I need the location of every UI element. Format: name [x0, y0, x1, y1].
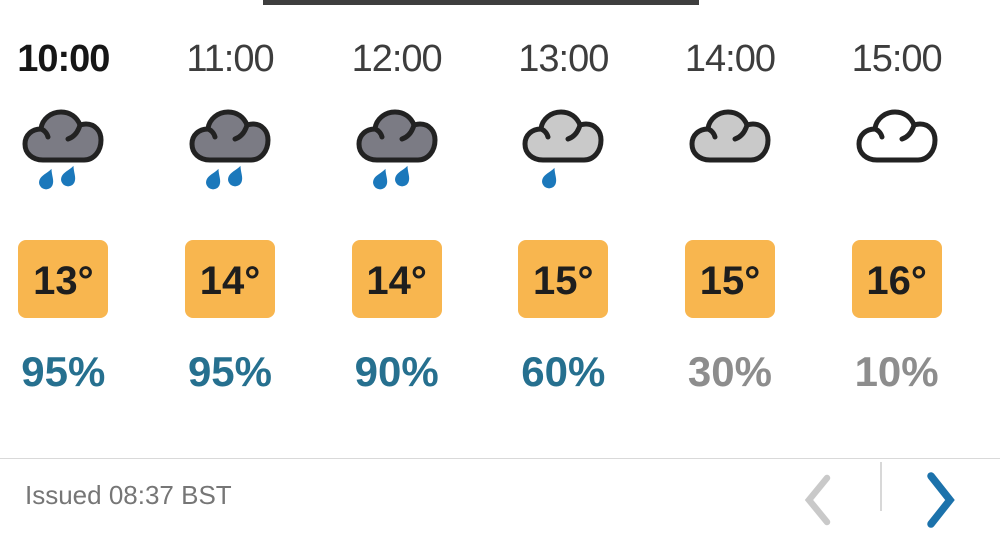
issued-timestamp: Issued 08:37 BST [25, 480, 232, 510]
previous-hours-button[interactable] [798, 470, 842, 530]
precipitation-chance: 95% [21, 348, 106, 395]
cloud-grey-icon [680, 104, 780, 204]
hour-time-label: 14:00 [684, 38, 776, 80]
precipitation-chance: 30% [687, 348, 772, 395]
top-tab-indicator [263, 0, 699, 5]
chevron-right-icon [927, 472, 955, 528]
precipitation-chance: 10% [854, 348, 939, 395]
hour-column-1100[interactable]: 11:00 14° 95% [147, 0, 314, 440]
hour-column-1200[interactable]: 12:00 14° 90% [313, 0, 480, 440]
temperature-badge: 13° [18, 240, 109, 318]
rain-heavy-icon [347, 104, 447, 204]
hour-column-1500[interactable]: 15:00 16° 10% [813, 0, 980, 440]
hourly-forecast-strip: 10:00 13° 95% 11:00 14° 95% 12:00 14° 90… [0, 0, 980, 440]
precipitation-chance: 90% [354, 348, 439, 395]
hour-time-label: 11:00 [186, 38, 274, 80]
footer-divider [0, 458, 1000, 459]
nav-separator [880, 462, 882, 511]
next-hours-button[interactable] [918, 470, 962, 530]
rain-heavy-icon [13, 104, 113, 204]
hour-time-label: 15:00 [851, 38, 943, 80]
hour-column-1400[interactable]: 14:00 15° 30% [647, 0, 814, 440]
hour-time-label: 10:00 [17, 38, 110, 80]
hour-column-1000[interactable]: 10:00 13° 95% [0, 0, 147, 440]
hour-column-1300[interactable]: 13:00 15° 60% [480, 0, 647, 440]
precipitation-chance: 60% [521, 348, 606, 395]
rain-heavy-icon [180, 104, 280, 204]
precipitation-chance: 95% [187, 348, 273, 395]
cloud-white-icon [847, 104, 947, 204]
temperature-badge: 16° [851, 240, 942, 318]
temperature-badge: 15° [684, 240, 775, 318]
hour-time-label: 13:00 [518, 38, 609, 80]
hour-time-label: 12:00 [351, 38, 443, 80]
temperature-badge: 14° [184, 240, 275, 318]
temperature-badge: 15° [518, 240, 609, 318]
temperature-badge: 14° [351, 240, 442, 318]
rain-light-icon [513, 104, 613, 204]
chevron-left-icon [804, 474, 831, 526]
